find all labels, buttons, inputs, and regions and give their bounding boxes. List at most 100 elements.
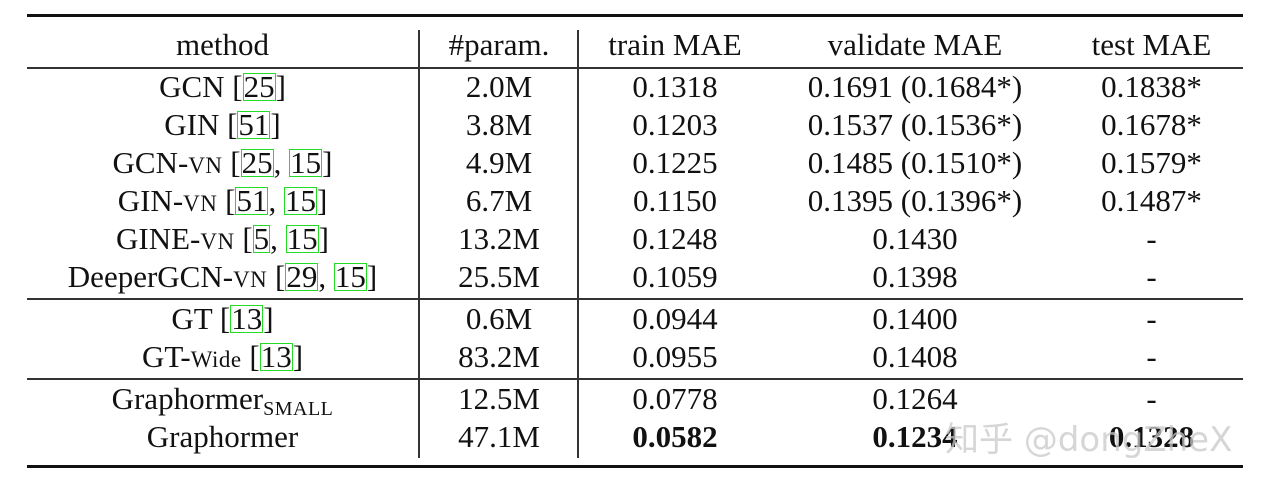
table-row: GraphormerSMALL 12.5M 0.0778 0.1264 - xyxy=(27,380,1243,420)
method-cell: GIN-VN [51, 15] xyxy=(117,183,328,218)
top-rule xyxy=(27,14,1243,17)
train-mae-cell: 0.1248 xyxy=(632,221,718,256)
params-cell: 13.2M xyxy=(458,221,540,256)
params-cell: 6.7M xyxy=(465,183,533,218)
method-suffix: VN xyxy=(188,153,223,178)
train-mae-cell: 0.0955 xyxy=(632,339,718,374)
params-cell: 0.6M xyxy=(465,301,533,336)
method-cell: GINE-VN [5, 15] xyxy=(116,221,329,256)
header-method: method xyxy=(176,27,269,62)
method-name: GIN- xyxy=(117,183,184,218)
citation-link[interactable]: 25 xyxy=(242,69,276,104)
train-mae-cell: 0.0778 xyxy=(632,381,718,416)
test-mae-cell: - xyxy=(1146,221,1157,256)
test-mae-cell: 0.1838* xyxy=(1101,69,1202,104)
citation-link[interactable]: 25 xyxy=(240,145,274,180)
train-mae-cell: 0.0582 xyxy=(632,419,718,454)
validate-mae-cell: 0.1691 (0.1684*) xyxy=(807,69,1023,104)
table-row: GINE-VN [5, 15] 13.2M 0.1248 0.1430 - xyxy=(27,220,1243,258)
citation-link[interactable]: 15 xyxy=(283,183,317,218)
group-rule-1 xyxy=(27,298,1243,300)
table-row: GIN-VN [51, 15] 6.7M 0.1150 0.1395 (0.1396*… xyxy=(27,182,1243,220)
citation-link[interactable]: 29 xyxy=(285,259,319,294)
citation-link[interactable]: 13 xyxy=(230,301,264,336)
citation-link[interactable]: 51 xyxy=(235,183,269,218)
table-row: GT [13] 0.6M 0.0944 0.1400 - xyxy=(27,300,1243,338)
table-row: GCN [25] 2.0M 0.1318 0.1691 (0.1684*) 0.1838… xyxy=(27,68,1243,106)
validate-mae-cell: 0.1264 xyxy=(872,381,958,416)
params-cell: 12.5M xyxy=(458,381,540,416)
method-cell: DeeperGCN-VN [29, 15] xyxy=(67,259,378,294)
header-row: method #param. train MAE validate MAE te… xyxy=(27,26,1243,64)
params-cell: 83.2M xyxy=(458,339,540,374)
table-row: GT-Wide [13] 83.2M 0.0955 0.1408 - xyxy=(27,338,1243,376)
test-mae-cell: - xyxy=(1146,259,1157,294)
citation-link[interactable]: 15 xyxy=(333,259,367,294)
method-name: GT xyxy=(171,301,213,336)
test-mae-cell: 0.1678* xyxy=(1101,107,1202,142)
validate-mae-cell: 0.1430 xyxy=(872,221,958,256)
test-mae-cell: 0.1328 xyxy=(1108,419,1195,454)
bottom-rule xyxy=(27,465,1243,468)
method-cell: GIN [51] xyxy=(164,107,281,142)
validate-mae-cell: 0.1400 xyxy=(872,301,958,336)
test-mae-cell: 0.1579* xyxy=(1101,145,1202,180)
method-cell: GT-Wide [13] xyxy=(141,339,304,374)
method-suffix: VN xyxy=(200,229,235,254)
method-name: Graphormer xyxy=(146,419,299,454)
method-cell: GCN-VN [25, 15] xyxy=(112,145,333,180)
citation-link[interactable]: 15 xyxy=(289,145,323,180)
method-name: GIN xyxy=(164,107,220,142)
train-mae-cell: 0.1225 xyxy=(632,145,718,180)
validate-mae-cell: 0.1485 (0.1510*) xyxy=(807,145,1023,180)
test-mae-cell: - xyxy=(1146,339,1157,374)
method-subscript: SMALL xyxy=(263,398,334,420)
citation-link[interactable]: 13 xyxy=(259,339,293,374)
params-cell: 47.1M xyxy=(458,419,540,454)
watermark: 知乎 @dongZheX xyxy=(945,420,1233,460)
params-cell: 25.5M xyxy=(458,259,540,294)
method-name: GT- xyxy=(141,339,191,374)
method-cell: GCN [25] xyxy=(159,69,286,104)
group-rule-2 xyxy=(27,378,1243,380)
validate-mae-cell: 0.1395 (0.1396*) xyxy=(807,183,1023,218)
method-cell: GT [13] xyxy=(171,301,274,336)
test-mae-cell: - xyxy=(1146,381,1157,416)
params-cell: 4.9M xyxy=(465,145,533,180)
method-cell: GraphormerSMALL xyxy=(27,380,418,420)
params-cell: 2.0M xyxy=(465,69,533,104)
train-mae-cell: 0.1059 xyxy=(632,259,718,294)
table-row: GIN [51] 3.8M 0.1203 0.1537 (0.1536*) 0.1678… xyxy=(27,106,1243,144)
params-cell: 3.8M xyxy=(465,107,533,142)
method-name: DeeperGCN- xyxy=(67,259,234,294)
header-train-mae: train MAE xyxy=(608,27,742,62)
table-row: DeeperGCN-VN [29, 15] 25.5M 0.1059 0.1398 - xyxy=(27,258,1243,296)
test-mae-cell: - xyxy=(1146,301,1157,336)
citation-link[interactable]: 5 xyxy=(252,221,271,256)
method-cell: Graphormer xyxy=(27,418,418,456)
validate-mae-cell: 0.1408 xyxy=(872,339,958,374)
train-mae-cell: 0.1318 xyxy=(632,69,718,104)
method-name: GINE- xyxy=(116,221,201,256)
citation-link[interactable]: 51 xyxy=(237,107,271,142)
method-suffix: VN xyxy=(233,267,268,292)
validate-mae-cell: 0.1398 xyxy=(872,259,958,294)
method-name: GCN xyxy=(159,69,225,104)
header-test-mae: test MAE xyxy=(1091,27,1212,62)
citation-link[interactable]: 15 xyxy=(285,221,319,256)
column-divider-1 xyxy=(418,30,420,458)
method-name: Graphormer xyxy=(111,381,264,416)
table-row: Graphormer 47.1M 0.0582 0.1234 0.1328 xyxy=(27,418,1243,456)
header-rule xyxy=(27,67,1243,69)
validate-mae-cell: 0.1234 xyxy=(872,419,958,454)
test-mae-cell: 0.1487* xyxy=(1101,183,1202,218)
train-mae-cell: 0.1150 xyxy=(632,183,718,218)
method-name: GCN- xyxy=(112,145,189,180)
header-validate-mae: validate MAE xyxy=(827,27,1003,62)
validate-mae-cell: 0.1537 (0.1536*) xyxy=(807,107,1023,142)
column-divider-2 xyxy=(577,30,579,458)
train-mae-cell: 0.0944 xyxy=(632,301,718,336)
train-mae-cell: 0.1203 xyxy=(632,107,718,142)
method-suffix: VN xyxy=(183,191,218,216)
method-suffix: Wide xyxy=(190,347,242,372)
